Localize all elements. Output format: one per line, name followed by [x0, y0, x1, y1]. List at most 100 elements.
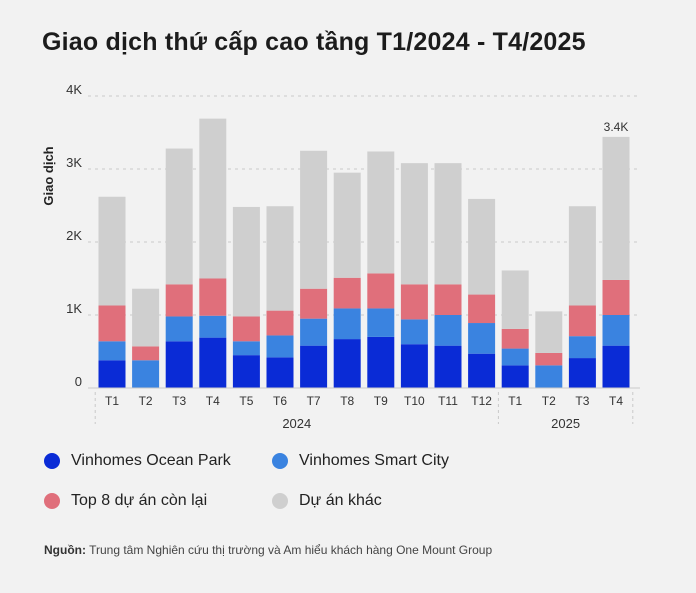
bar-segment-s1-c14 — [568, 336, 596, 359]
bar-segment-s0-c12 — [501, 365, 529, 388]
bar-segment-s1-c9 — [400, 319, 428, 345]
x-tick-label: T8 — [340, 394, 354, 408]
x-tick-label: T2 — [542, 394, 556, 408]
labels: 0 1K 2K 3K 4K Giao dịch T1 T2 T3 T4 T5 T6 T7 T8 T9 T10 T… — [41, 82, 628, 431]
source-note: Nguồn: Trung tâm Nghiên cứu thị trường v… — [44, 543, 492, 557]
x-tick-label: T2 — [139, 394, 153, 408]
bar-segment-s0-c2 — [165, 341, 193, 388]
axes — [88, 387, 640, 424]
bar-segment-s2-c3 — [199, 278, 227, 316]
legend-item-smart-city: Vinhomes Smart City — [272, 452, 449, 470]
bar-segment-s2-c11 — [468, 294, 496, 324]
bar-segment-s1-c11 — [468, 323, 496, 354]
source-label: Nguồn: — [44, 543, 86, 557]
bar-segment-s2-c12 — [501, 328, 529, 349]
source-text: Trung tâm Nghiên cứu thị trường và Am hi… — [89, 543, 493, 557]
legend-item-other: Dự án khác — [272, 492, 382, 510]
bar-segment-s0-c4 — [232, 355, 260, 388]
legend-label: Vinhomes Ocean Park — [71, 452, 231, 469]
y-tick-label: 4K — [66, 82, 82, 97]
x-tick-label: T9 — [374, 394, 388, 408]
bar-segment-s2-c4 — [232, 316, 260, 342]
y-tick-label: 3K — [66, 155, 82, 170]
legend-item-top8: Top 8 dự án còn lại — [44, 492, 207, 510]
x-tick-label: T4 — [609, 394, 623, 408]
bar-segment-s3-c12 — [501, 270, 529, 329]
bars — [98, 118, 630, 388]
x-tick-label: T6 — [273, 394, 287, 408]
bar-segment-s0-c6 — [300, 345, 328, 388]
bar-segment-s3-c8 — [367, 151, 395, 274]
y-tick-label: 1K — [66, 301, 82, 316]
bar-segment-s1-c3 — [199, 315, 227, 338]
x-tick-label: T3 — [172, 394, 186, 408]
bar-segment-s3-c15 — [602, 136, 630, 280]
bar-segment-s2-c1 — [132, 346, 160, 361]
legend-label: Top 8 dự án còn lại — [71, 492, 208, 509]
bar-segment-s3-c7 — [333, 172, 361, 278]
bar-segment-s1-c8 — [367, 308, 395, 337]
bar-segment-s0-c15 — [602, 345, 630, 388]
x-tick-label: T4 — [206, 394, 220, 408]
legend-swatch — [44, 493, 60, 509]
bar-segment-s3-c0 — [98, 196, 126, 306]
bar-segment-s3-c11 — [468, 198, 496, 295]
bar-segment-s0-c9 — [400, 344, 428, 388]
y-tick-label: 0 — [75, 374, 82, 389]
bar-segment-s2-c7 — [333, 277, 361, 309]
bar-annotation: 3.4K — [604, 120, 629, 134]
bar-segment-s1-c2 — [165, 316, 193, 342]
x-tick-label: T10 — [404, 394, 425, 408]
legend-swatch — [272, 493, 288, 509]
chart-title: Giao dịch thứ cấp cao tầng T1/2024 - T4/… — [42, 28, 586, 56]
bar-segment-s1-c0 — [98, 341, 126, 361]
bar-segment-s2-c9 — [400, 284, 428, 320]
legend-label: Vinhomes Smart City — [299, 452, 449, 469]
bar-segment-s2-c15 — [602, 279, 630, 315]
bar-segment-s0-c0 — [98, 360, 126, 388]
x-tick-label: T3 — [575, 394, 589, 408]
bar-segment-s2-c2 — [165, 284, 193, 317]
legend-label: Dự án khác — [299, 492, 382, 509]
bar-segment-s2-c13 — [535, 352, 563, 366]
bar-segment-s3-c14 — [568, 206, 596, 306]
bar-segment-s0-c3 — [199, 337, 227, 388]
x-group-label: 2025 — [551, 416, 580, 431]
bar-segment-s1-c12 — [501, 348, 529, 366]
legend-item-ocean-park: Vinhomes Ocean Park — [44, 452, 231, 470]
bar-segment-s2-c6 — [300, 288, 328, 319]
bar-segment-s2-c0 — [98, 305, 126, 342]
bar-segment-s0-c7 — [333, 339, 361, 388]
bar-segment-s2-c10 — [434, 284, 462, 315]
bar-segment-s1-c10 — [434, 315, 462, 346]
x-tick-label: T1 — [105, 394, 119, 408]
bar-segment-s1-c13 — [535, 365, 563, 388]
x-tick-label: T12 — [471, 394, 492, 408]
bar-segment-s3-c9 — [400, 163, 428, 285]
bar-segment-s2-c8 — [367, 273, 395, 309]
bar-segment-s1-c5 — [266, 335, 294, 358]
x-tick-label: T7 — [307, 394, 321, 408]
bar-segment-s3-c10 — [434, 163, 462, 285]
bar-segment-s1-c4 — [232, 341, 260, 356]
bar-segment-s3-c13 — [535, 311, 563, 353]
bar-segment-s0-c5 — [266, 357, 294, 388]
x-group-label: 2024 — [282, 416, 311, 431]
bar-segment-s0-c8 — [367, 336, 395, 388]
bar-segment-s1-c1 — [132, 360, 160, 388]
bar-segment-s0-c14 — [568, 358, 596, 388]
bar-segment-s0-c10 — [434, 345, 462, 388]
y-axis-title: Giao dịch — [41, 146, 56, 205]
bar-segment-s3-c3 — [199, 118, 227, 279]
legend-swatch — [44, 453, 60, 469]
x-tick-label: T11 — [438, 394, 458, 408]
bar-segment-s1-c6 — [300, 318, 328, 346]
bar-segment-s2-c5 — [266, 310, 294, 336]
bar-segment-s1-c7 — [333, 308, 361, 340]
x-tick-label: T1 — [508, 394, 522, 408]
legend-swatch — [272, 453, 288, 469]
bar-segment-s3-c5 — [266, 206, 294, 311]
bar-segment-s3-c2 — [165, 148, 193, 285]
y-tick-label: 2K — [66, 228, 82, 243]
bar-segment-s2-c14 — [568, 305, 596, 337]
